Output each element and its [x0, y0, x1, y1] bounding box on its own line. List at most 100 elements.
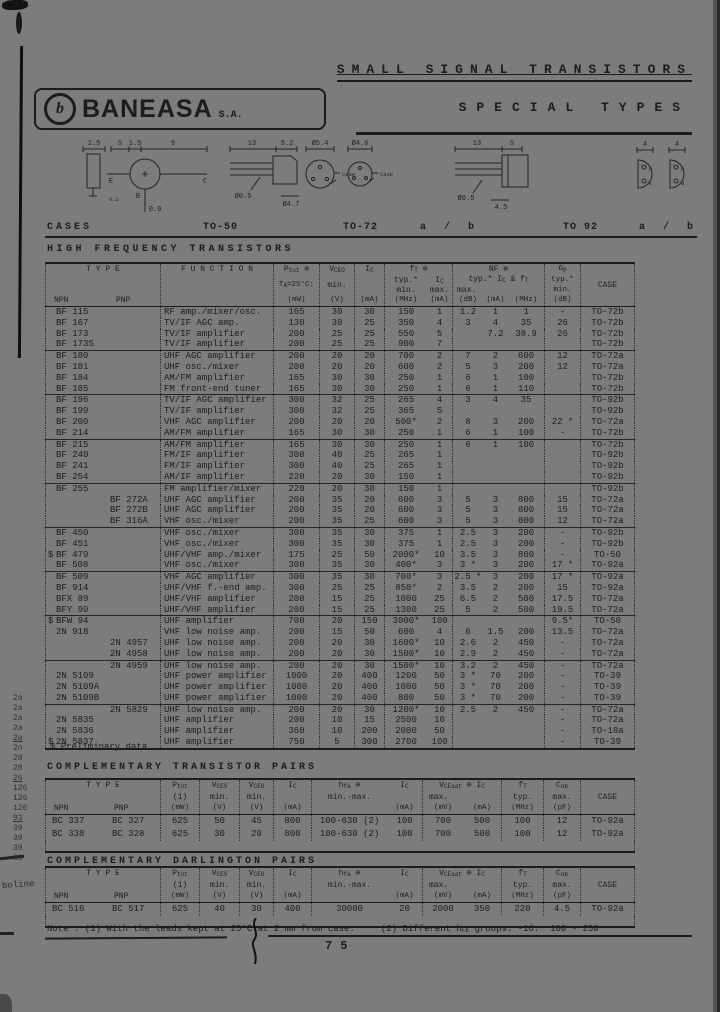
cell-vceo: 30 — [319, 439, 355, 451]
cell-function: FM/IF amplifier — [160, 461, 274, 472]
cell-nf — [451, 450, 483, 462]
cell-type-pnp — [108, 427, 161, 440]
cell-nf-ft — [508, 471, 545, 484]
cell-type-pnp — [108, 604, 161, 617]
cell-ft-ic: 10 — [434, 637, 445, 648]
cell-ft: 350 — [384, 317, 428, 329]
cell-case: TO-72a — [580, 361, 635, 373]
cell-type-npn: $ BFW 94 — [48, 616, 89, 627]
cell-nf: 5 — [451, 516, 483, 528]
cell-type-pnp — [108, 373, 160, 384]
cell-ic: 30 — [354, 471, 385, 484]
cell-case: TO-92a — [580, 582, 635, 594]
cell-gp — [544, 406, 581, 417]
cell-nf-ic: 2 — [482, 648, 509, 661]
hf-table-row: 2N 5109A UHF power amplifier 1000 20 400… — [46, 682, 635, 693]
cell-ic: 30 — [354, 439, 385, 451]
cell-nf: 3 — [451, 317, 483, 329]
cell-nf: 2.5 — [451, 704, 483, 716]
cell-ft: 1000 — [384, 593, 428, 605]
cell-function: TV/IF amplifier — [160, 406, 274, 417]
cell-ptot: 200 — [273, 648, 320, 661]
cell-case: TO-92b — [580, 406, 635, 417]
cell-vceo: 30 — [319, 427, 355, 440]
cell-nf-ic — [483, 450, 508, 461]
margin-artifact-item: 26 — [13, 774, 23, 783]
cell-vceo: 10 — [319, 715, 355, 727]
cell-ft: 500* — [384, 416, 428, 428]
cell-type-npn: BF 451 — [56, 538, 89, 549]
cell-ic: 400 — [354, 692, 385, 705]
svg-text:5.2: 5.2 — [281, 140, 294, 148]
cell-function: FM/IF amplifier — [160, 450, 274, 462]
cell-ft-ic: 10 — [427, 648, 453, 661]
cell-nf-ic: 3 — [492, 361, 499, 372]
cell-vceo: 32 — [319, 406, 355, 417]
cell-ft: 100 — [501, 814, 544, 828]
cell-gp: - — [544, 306, 581, 318]
cell-ic: 800 — [273, 814, 312, 828]
cell-ic: 25 — [354, 317, 385, 329]
cell-type-pnp: BF 272B — [110, 505, 148, 516]
svg-text:B: B — [681, 180, 685, 187]
cell-nf — [451, 406, 483, 417]
cell-ptot: 300 — [273, 461, 320, 472]
cell-ic: 30 — [354, 648, 385, 661]
cell-vcesat-ic: 350 — [473, 904, 491, 914]
cell-ft-ic: 1 — [436, 538, 443, 549]
cell-vceo: 20 — [319, 416, 355, 428]
page-subtitle: SPECIAL TYPES — [458, 100, 690, 115]
cell-ptot: 220 — [273, 483, 320, 495]
cell-ptot: 200 — [273, 361, 320, 373]
cell-ft-ic: 3 — [436, 572, 443, 583]
cell-gp: - — [544, 648, 581, 661]
hf-table-row: 2N 4957 UHF low noise amp. 200 20 30 160… — [46, 637, 635, 649]
cell-type-pnp — [108, 671, 160, 682]
cell-nf: 5 — [451, 494, 483, 506]
cell-ft-ic: 2 — [436, 361, 443, 372]
cell-type-npn — [46, 704, 109, 715]
hf-table-row: BF 254 AM/IF amplifier 220 20 30 150 1 T… — [45, 471, 635, 484]
cell-type-npn: $2N 5837 — [45, 737, 109, 750]
cases-row: CASES TO-50 TO-72 a / b TO 92 a / b — [45, 222, 695, 235]
col-ft-block: fT ⊕ typ.* IC min. max. (MHz) (mA) — [384, 263, 453, 307]
cell-type-npn: BF 167 — [56, 317, 89, 328]
cell-ptot: 1000 — [273, 692, 320, 705]
section-heading-pairs: COMPLEMENTARY TRANSISTOR PAIRS — [47, 762, 318, 773]
cell-nf — [451, 339, 483, 352]
svg-text:5: 5 — [510, 140, 514, 148]
svg-text:C: C — [203, 178, 207, 186]
cell-case: TO-92a — [580, 560, 635, 573]
cell-vceo: 20 — [319, 637, 355, 649]
cell-gp — [544, 471, 581, 484]
cell-ft: 265 — [384, 450, 428, 462]
hf-table-row: BF 185 FM front-end tuner 165 30 30 250 … — [45, 383, 635, 396]
cell-type-pnp — [108, 339, 161, 352]
cell-function: UHF low noise amp. — [160, 704, 274, 716]
cell-nf: 2.5 — [451, 527, 483, 539]
cell-nf-ft: 35 — [520, 317, 532, 328]
svg-text:B: B — [136, 193, 140, 201]
preliminary-flag: $ — [48, 549, 54, 560]
cell-vceo: 20 — [319, 350, 355, 362]
cell-type-npn: BF 184 — [56, 372, 89, 383]
hf-table-row: 2N 5109B UHF power amplifier 1000 20 400… — [45, 692, 635, 705]
cell-case: TO-92b — [580, 483, 635, 495]
cell-function: VHF osc./mixer — [160, 516, 274, 528]
pairs-header-row: T Y P E NPN PNP Ptot (1) (mW) VCES min. (… — [45, 779, 635, 815]
hf-table-row: BF 215 AM/FM amplifier 165 30 30 250 1 6… — [46, 439, 635, 451]
cell-ft: 1000 — [384, 682, 428, 693]
cell-nf — [451, 483, 483, 495]
cell-nf-ft — [508, 737, 545, 750]
col-ic: IC (mA) — [273, 867, 312, 903]
cell-nf-ft — [508, 461, 544, 472]
cell-nf-ic: 1.5 — [487, 627, 504, 638]
hf-table-row: BF 509 VHF AGC amplifier 300 35 30 700* … — [46, 571, 635, 583]
cell-type-pnp — [108, 572, 160, 583]
cell-function: UHF AGC amplifier — [160, 350, 274, 362]
cell-nf — [451, 471, 483, 484]
col-vces: VCES min. (V) — [199, 867, 240, 903]
hf-table-row: BF 184 AM/FM amplifier 165 30 30 250 1 6… — [46, 372, 635, 384]
svg-text:2.5: 2.5 — [88, 140, 101, 148]
cell-ft-ic: 10 — [434, 549, 445, 560]
